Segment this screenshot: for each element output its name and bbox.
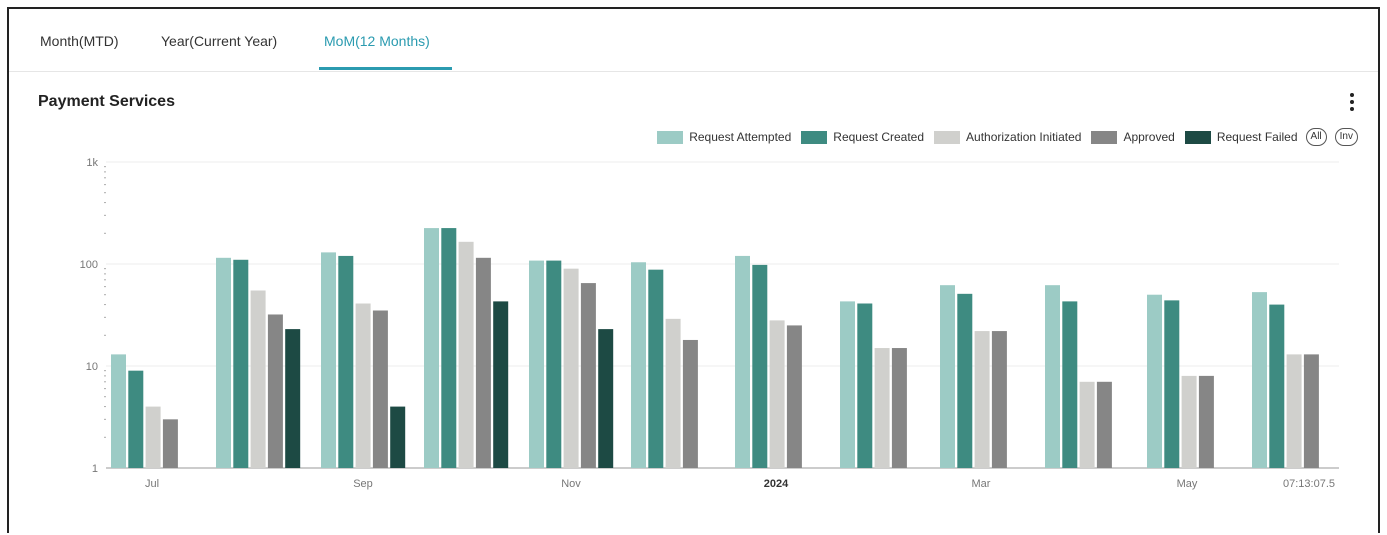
bar-authorization-initiated [665, 318, 681, 468]
bar-authorization-initiated [1079, 381, 1095, 468]
bar-request-created [1269, 304, 1285, 468]
bar-approved [682, 339, 698, 468]
legend-item-approved[interactable]: Approved [1091, 130, 1175, 144]
bar-request-failed [598, 329, 614, 468]
bar-request-created [128, 370, 144, 468]
bar-approved [267, 314, 283, 468]
legend-item-authorization-initiated[interactable]: Authorization Initiated [934, 130, 1081, 144]
bar-request-created [957, 293, 973, 468]
tab-month-mtd[interactable]: Month(MTD) [40, 33, 119, 49]
bar-request-created [233, 259, 249, 468]
bar-request-created [546, 260, 562, 468]
legend-all-button[interactable]: All [1305, 128, 1327, 146]
bar-approved [1303, 354, 1319, 468]
bar-request-attempted [529, 260, 544, 468]
active-tab-indicator [319, 67, 452, 70]
legend-item-request-attempted[interactable]: Request Attempted [657, 130, 791, 144]
legend-label: Request Failed [1216, 130, 1298, 144]
legend-swatch [801, 130, 828, 144]
bar-approved [1198, 375, 1214, 468]
bar-authorization-initiated [874, 348, 890, 468]
bar-request-attempted [840, 301, 855, 468]
x-tick-label: 07:13:07.5 [1283, 478, 1335, 490]
bar-request-attempted [631, 262, 646, 468]
legend-item-request-created[interactable]: Request Created [801, 130, 924, 144]
bar-request-attempted [1252, 292, 1267, 468]
x-tick-label: Nov [561, 478, 581, 490]
bar-request-created [338, 255, 354, 468]
legend-label: Authorization Initiated [966, 130, 1082, 144]
bar-request-attempted [321, 252, 336, 468]
bar-approved [786, 325, 802, 468]
x-tick-label: Jul [145, 478, 159, 490]
bar-approved [162, 419, 178, 468]
bar-approved [1096, 381, 1112, 468]
legend-label: Request Attempted [689, 130, 792, 144]
legend-swatch [934, 130, 961, 144]
legend-label: Approved [1123, 130, 1175, 144]
tab-year-current[interactable]: Year(Current Year) [161, 33, 278, 49]
legend-label: Request Created [833, 130, 925, 144]
bar-approved [991, 331, 1007, 468]
dashboard-panel: Month(MTD) Year(Current Year) MoM(12 Mon… [7, 7, 1380, 533]
bar-approved [475, 257, 491, 468]
tab-mom-12-months[interactable]: MoM(12 Months) [324, 33, 430, 49]
bar-authorization-initiated [458, 241, 474, 468]
bar-request-attempted [735, 255, 750, 468]
bar-request-attempted [216, 257, 231, 468]
x-tick-label: May [1177, 478, 1198, 490]
bar-authorization-initiated [1181, 375, 1197, 468]
bar-authorization-initiated [563, 268, 579, 468]
card-title: Payment Services [38, 93, 175, 110]
bar-request-created [648, 269, 664, 468]
legend-invert-button[interactable]: Inv [1334, 128, 1358, 146]
bar-approved [891, 348, 907, 468]
tab-bar: Month(MTD) Year(Current Year) MoM(12 Mon… [9, 9, 1378, 72]
bar-request-created [857, 303, 873, 468]
bar-request-failed [493, 301, 509, 468]
chart-legend: Request Attempted Request Created Author… [647, 127, 1358, 147]
bar-request-failed [390, 406, 406, 468]
bar-chart: 1 10 100 1k Jul Sep Nov 2024 Mar May 07:13:07.5 [80, 157, 1339, 490]
legend-swatch [657, 130, 684, 144]
bar-request-created [1164, 300, 1180, 468]
bar-request-failed [285, 329, 301, 468]
bar-request-created [441, 228, 457, 468]
bar-request-attempted [111, 354, 126, 468]
y-tick-label: 10 [86, 361, 98, 373]
bar-approved [372, 310, 388, 468]
bar-authorization-initiated [769, 320, 785, 468]
legend-swatch [1091, 130, 1118, 144]
bar-authorization-initiated [355, 303, 371, 468]
y-tick-label: 100 [80, 259, 98, 271]
y-tick-label: 1 [92, 463, 98, 475]
bar-request-attempted [1147, 294, 1162, 468]
bar-authorization-initiated [145, 406, 161, 468]
legend-swatch [1184, 130, 1211, 144]
bar-authorization-initiated [1286, 354, 1302, 468]
bar-authorization-initiated [974, 331, 990, 468]
y-tick-label: 1k [86, 157, 98, 169]
bar-approved [580, 283, 596, 468]
x-tick-label: Mar [972, 478, 991, 490]
bar-request-attempted [424, 228, 439, 468]
bar-request-attempted [1045, 285, 1060, 468]
x-tick-label: Sep [353, 478, 373, 490]
bar-request-attempted [940, 285, 955, 468]
bar-request-created [1062, 301, 1078, 468]
bar-authorization-initiated [250, 290, 266, 468]
x-tick-label: 2024 [764, 478, 789, 490]
bar-request-created [752, 264, 768, 468]
legend-item-request-failed[interactable]: Request Failed [1184, 130, 1298, 144]
more-options-icon[interactable] [1348, 93, 1356, 113]
